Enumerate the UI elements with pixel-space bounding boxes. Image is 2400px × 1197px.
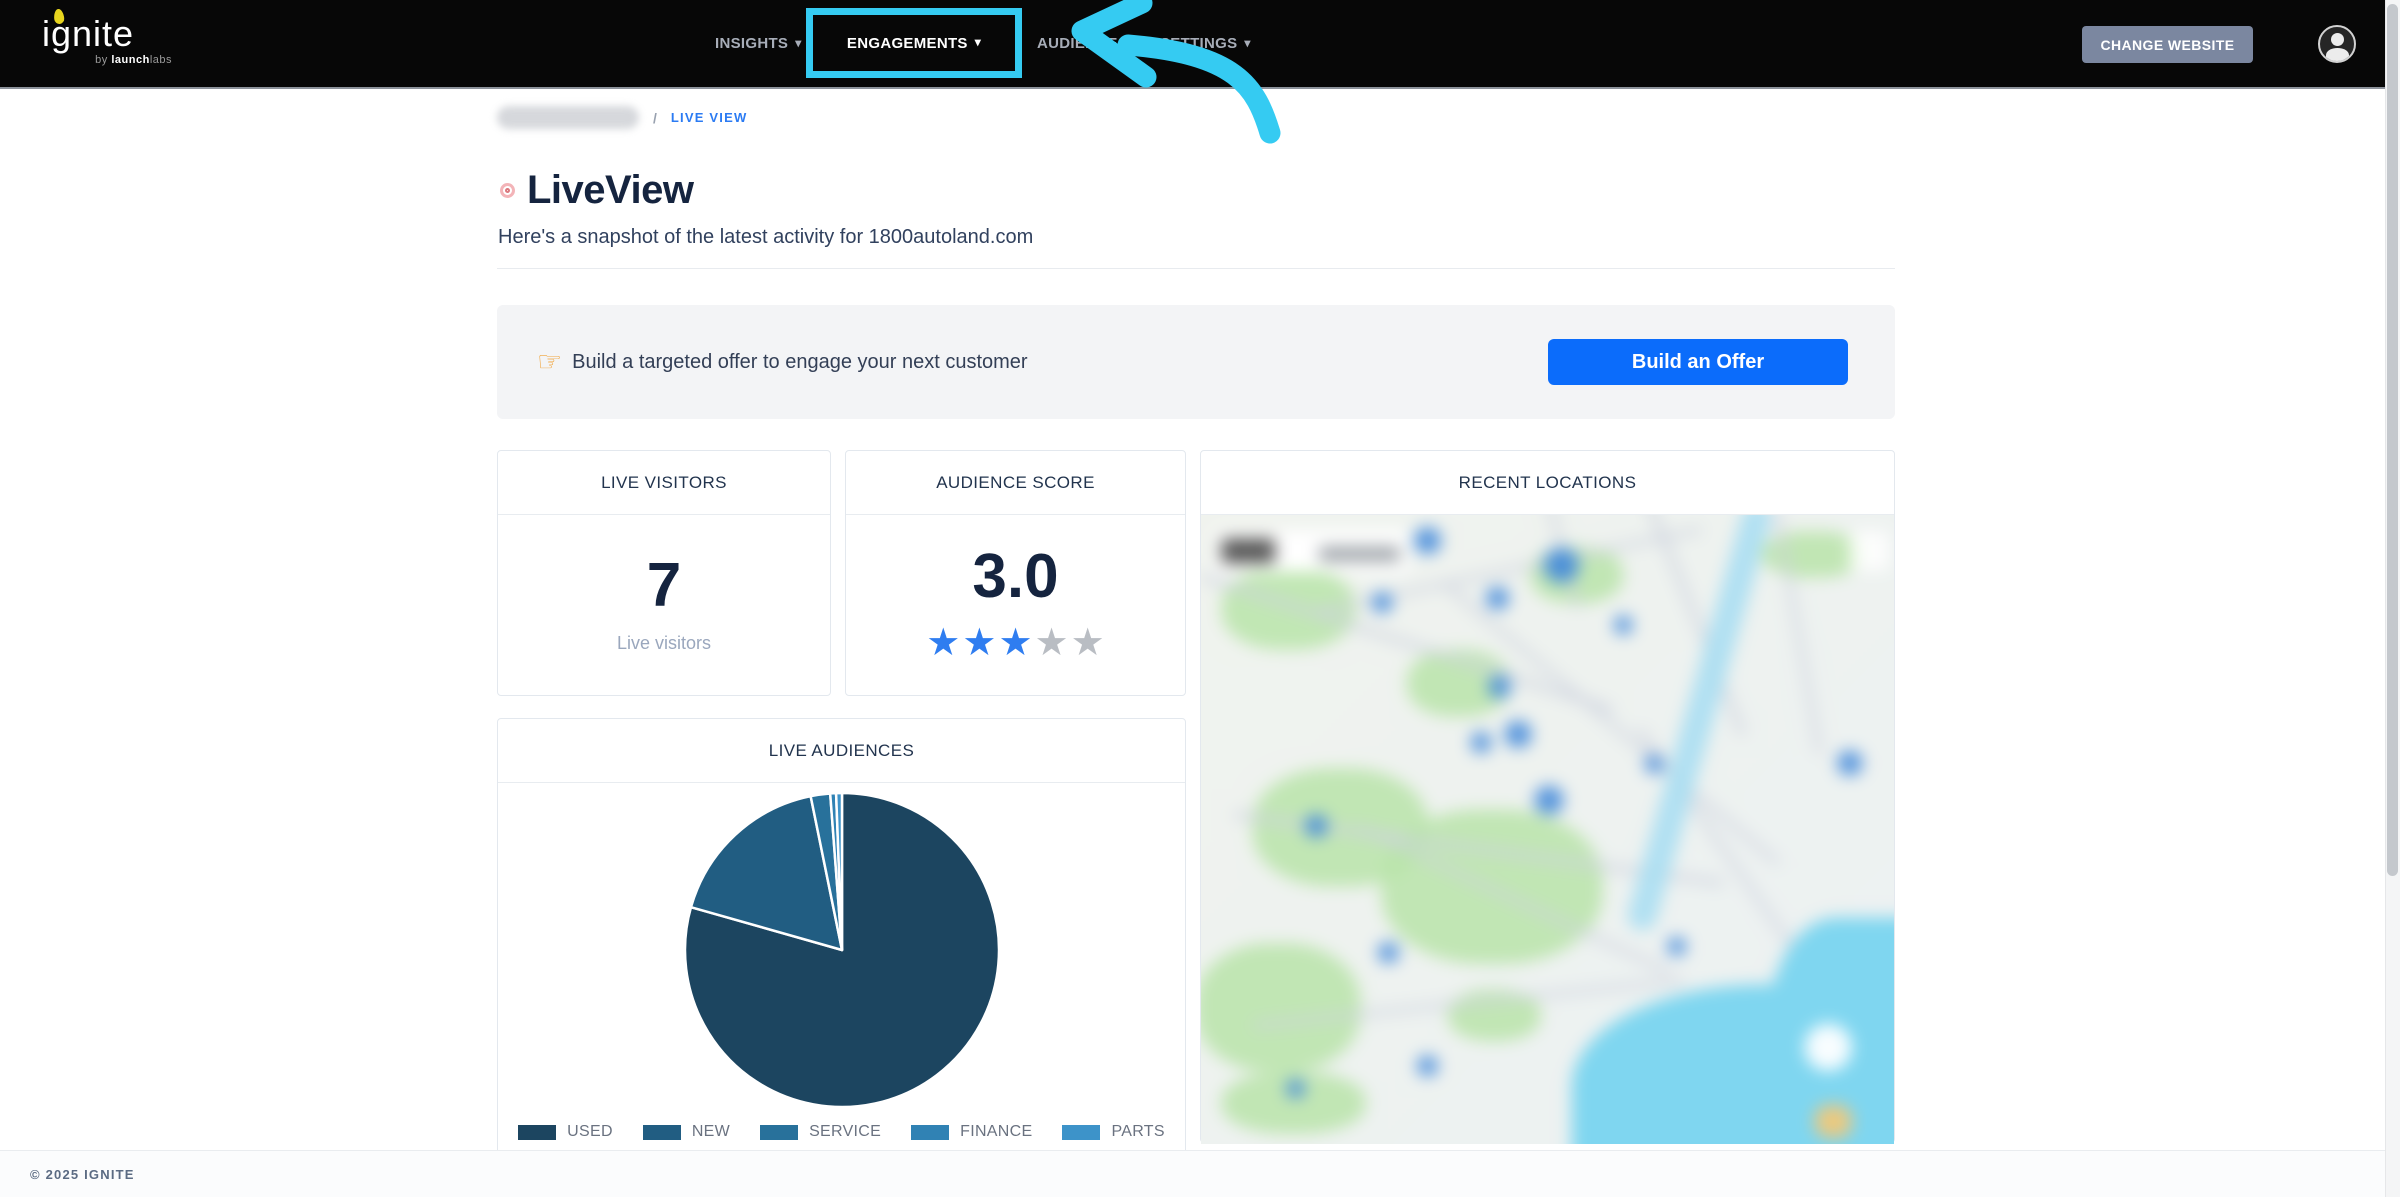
- map-blob: [1201, 943, 1361, 1072]
- scrollbar-track[interactable]: [2385, 0, 2400, 1197]
- live-pulse-icon: [500, 183, 515, 198]
- copyright-text: © 2025 IGNITE: [30, 1167, 135, 1182]
- nav-item-settings[interactable]: SETTINGS: [1160, 0, 1251, 87]
- map-blob: [1471, 732, 1492, 753]
- breadcrumb-current: LIVE VIEW: [671, 110, 748, 125]
- legend-label: USED: [567, 1123, 613, 1141]
- legend-swatch-icon: [760, 1125, 798, 1140]
- map-blob: [1286, 1079, 1305, 1098]
- pointing-hand-icon: ☞: [537, 352, 562, 372]
- pie-legend: USED NEW SERVICE FINANCE PARTS: [498, 1123, 1185, 1141]
- footer: © 2025 IGNITE: [0, 1150, 2400, 1197]
- map-blob: [1625, 515, 1775, 934]
- chevron-down-icon: [1135, 36, 1141, 50]
- satellite-button-redacted: [1319, 547, 1399, 561]
- change-website-button[interactable]: CHANGE WEBSITE: [2082, 26, 2253, 63]
- legend-swatch-icon: [1062, 1125, 1100, 1140]
- fullscreen-control-redacted: [1850, 531, 1889, 570]
- breadcrumb: / LIVE VIEW: [497, 106, 747, 129]
- star-empty-icon: ★: [1035, 624, 1069, 662]
- map-blob: [1535, 786, 1564, 815]
- map-blob: [1837, 751, 1862, 776]
- live-visitors-label: Live visitors: [617, 633, 711, 654]
- engagements-highlight-box: ENGAGEMENTS: [806, 8, 1022, 78]
- legend-swatch-icon: [518, 1125, 556, 1140]
- legend-label: SERVICE: [809, 1123, 881, 1141]
- audiences-pie-chart: [677, 785, 1007, 1115]
- legend-label: NEW: [692, 1123, 730, 1141]
- map-blob: [1488, 676, 1511, 699]
- breadcrumb-separator: /: [653, 110, 657, 126]
- live-audiences-card: LIVE AUDIENCES USED NEW SERVICE FINANCE PART…: [497, 718, 1186, 1154]
- logo-wordmark: ignite: [42, 16, 172, 52]
- map-blob: [1414, 527, 1441, 554]
- map-blob: [1305, 815, 1328, 838]
- map-blob: [1372, 592, 1393, 613]
- live-visitors-value: 7: [647, 555, 681, 617]
- star-rating: ★★★★★: [926, 624, 1104, 662]
- star-filled-icon: ★: [998, 624, 1032, 662]
- header-divider: [497, 268, 1895, 269]
- legend-label: FINANCE: [960, 1123, 1032, 1141]
- live-audiences-title: LIVE AUDIENCES: [498, 719, 1185, 783]
- map-canvas[interactable]: [1201, 515, 1894, 1144]
- page-title: LiveView: [527, 168, 693, 213]
- map-button-redacted: [1222, 539, 1276, 564]
- page-subtitle: Here's a snapshot of the latest activity…: [498, 226, 1033, 249]
- chevron-down-icon: [795, 36, 801, 50]
- legend-item-finance: FINANCE: [911, 1123, 1032, 1141]
- map-blob: [1544, 548, 1579, 583]
- audience-score-title: AUDIENCE SCORE: [846, 451, 1185, 515]
- user-avatar-icon[interactable]: [2318, 25, 2356, 63]
- legend-label: PARTS: [1111, 1123, 1164, 1141]
- flame-icon: [53, 9, 65, 25]
- nav-item-engagements[interactable]: ENGAGEMENTS: [847, 35, 981, 52]
- legend-item-parts: PARTS: [1062, 1123, 1164, 1141]
- map-blob: [1614, 616, 1633, 635]
- breadcrumb-site-redacted[interactable]: [497, 106, 639, 129]
- scrollbar-thumb[interactable]: [2387, 4, 2398, 876]
- nav-item-insights[interactable]: INSIGHTS: [715, 0, 802, 87]
- map-blob: [1486, 587, 1509, 610]
- audience-score-value: 3.0: [972, 546, 1058, 608]
- legend-item-new: NEW: [643, 1123, 730, 1141]
- legend-swatch-icon: [911, 1125, 949, 1140]
- map-blob: [1417, 1056, 1438, 1077]
- liveview-page: ignite by launchlabs INSIGHTS ENGAGEMENT…: [0, 0, 2400, 1197]
- recent-locations-title: RECENT LOCATIONS: [1201, 451, 1894, 515]
- nav-item-audiences[interactable]: AUDIENCES: [1037, 0, 1141, 87]
- navbar: ignite by launchlabs INSIGHTS ENGAGEMENT…: [0, 0, 2400, 89]
- live-visitors-title: LIVE VISITORS: [498, 451, 830, 515]
- star-filled-icon: ★: [926, 624, 960, 662]
- offer-banner-text: ☞ Build a targeted offer to engage your …: [537, 305, 1028, 419]
- offer-banner: ☞ Build a targeted offer to engage your …: [497, 305, 1895, 419]
- recent-locations-card: RECENT LOCATIONS: [1200, 450, 1895, 1143]
- pegman-icon-redacted: [1815, 1105, 1852, 1138]
- chevron-down-icon: [975, 35, 981, 49]
- audience-score-card: AUDIENCE SCORE 3.0 ★★★★★: [845, 450, 1186, 696]
- logo-byline: by launchlabs: [42, 54, 172, 66]
- legend-swatch-icon: [643, 1125, 681, 1140]
- star-filled-icon: ★: [962, 624, 996, 662]
- map-blob: [1378, 942, 1399, 963]
- build-offer-button[interactable]: Build an Offer: [1548, 339, 1848, 385]
- legend-item-used: USED: [518, 1123, 613, 1141]
- map-blob: [1667, 937, 1686, 956]
- star-empty-icon: ★: [1071, 624, 1105, 662]
- chevron-down-icon: [1244, 36, 1250, 50]
- map-circle-control-redacted: [1804, 1024, 1851, 1071]
- live-visitors-card: LIVE VISITORS 7 Live visitors: [497, 450, 831, 696]
- ignite-logo[interactable]: ignite by launchlabs: [42, 16, 172, 66]
- blurred-map-image: [1201, 515, 1894, 1144]
- legend-item-service: SERVICE: [760, 1123, 881, 1141]
- map-blob: [1645, 755, 1664, 774]
- map-blob: [1505, 721, 1532, 748]
